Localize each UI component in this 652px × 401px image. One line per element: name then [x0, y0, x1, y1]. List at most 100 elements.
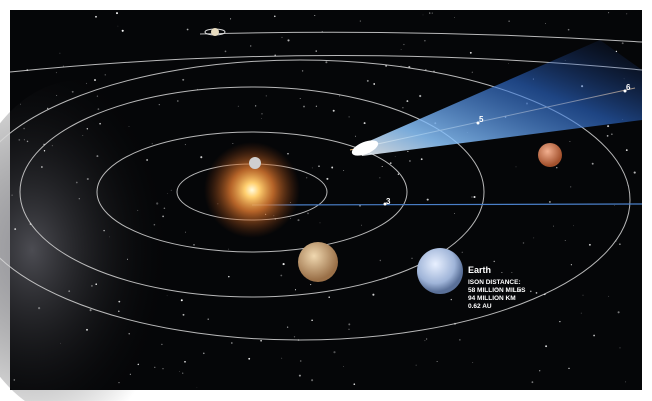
star: [328, 296, 330, 298]
star: [545, 345, 547, 347]
star: [109, 237, 110, 238]
star: [508, 21, 509, 22]
star: [11, 195, 12, 196]
star: [280, 275, 282, 277]
star: [348, 323, 350, 325]
star: [494, 261, 495, 262]
star: [203, 353, 205, 355]
star: [611, 134, 612, 135]
star: [181, 299, 183, 301]
star: [44, 150, 45, 151]
star: [130, 374, 131, 375]
star: [568, 29, 570, 31]
star: [472, 362, 473, 363]
venus: [298, 242, 338, 282]
star: [233, 143, 234, 144]
star: [63, 66, 64, 67]
star: [454, 17, 455, 18]
star: [185, 144, 186, 145]
star: [390, 162, 392, 164]
star: [146, 159, 148, 161]
star: [592, 163, 594, 165]
star: [573, 225, 574, 226]
star: [593, 335, 595, 337]
star: [429, 12, 430, 13]
star: [619, 244, 620, 245]
star: [421, 158, 423, 160]
star: [182, 373, 183, 374]
earth: [417, 248, 463, 294]
star: [118, 382, 119, 383]
star: [536, 292, 538, 294]
star: [625, 381, 626, 382]
illustration: 3 5 6 Earth ISON DISTANCE: 58 MILLION MI…: [0, 0, 652, 401]
star: [138, 364, 140, 366]
star: [96, 155, 98, 157]
star: [571, 264, 572, 265]
star: [161, 344, 162, 345]
star: [401, 49, 402, 50]
star: [282, 37, 283, 38]
star: [118, 26, 119, 27]
star: [238, 106, 239, 107]
star: [373, 83, 375, 85]
star: [533, 238, 534, 239]
star: [287, 153, 288, 154]
star: [118, 311, 120, 313]
star: [79, 198, 80, 199]
star: [608, 12, 609, 13]
star: [531, 381, 533, 383]
saturn: [211, 28, 219, 36]
star: [154, 224, 156, 226]
star: [419, 95, 421, 97]
star: [127, 259, 128, 260]
star: [14, 228, 16, 230]
star: [171, 190, 172, 191]
star: [208, 319, 209, 320]
star: [556, 167, 557, 168]
mars: [538, 143, 562, 167]
star: [380, 178, 381, 179]
star: [454, 213, 455, 214]
star: [156, 202, 158, 204]
star: [437, 361, 438, 362]
star: [137, 210, 138, 211]
star: [164, 207, 166, 209]
star: [303, 106, 305, 108]
star: [231, 342, 233, 344]
star: [300, 98, 301, 99]
star: [162, 216, 164, 218]
star: [426, 339, 427, 340]
star: [228, 276, 230, 278]
star: [60, 343, 61, 344]
star: [333, 351, 335, 353]
star: [395, 156, 396, 157]
star: [545, 23, 546, 24]
star: [167, 295, 168, 296]
star: [353, 383, 355, 385]
star: [52, 145, 53, 146]
star: [87, 128, 88, 129]
star: [103, 230, 104, 231]
star: [302, 70, 303, 71]
star: [626, 149, 628, 151]
star: [225, 51, 227, 53]
star: [614, 205, 615, 206]
star: [99, 123, 101, 125]
star: [589, 244, 591, 246]
star: [622, 42, 624, 44]
star: [316, 50, 317, 51]
star: [56, 72, 57, 73]
star: [179, 371, 180, 372]
star: [516, 167, 517, 168]
star: [360, 21, 361, 22]
star: [295, 289, 296, 290]
star: [364, 122, 366, 124]
star: [18, 139, 20, 141]
star: [459, 339, 460, 340]
star: [177, 100, 179, 102]
star: [470, 52, 472, 54]
star: [326, 178, 328, 180]
star: [432, 13, 433, 14]
distance-heading: ISON DISTANCE:: [468, 279, 521, 286]
